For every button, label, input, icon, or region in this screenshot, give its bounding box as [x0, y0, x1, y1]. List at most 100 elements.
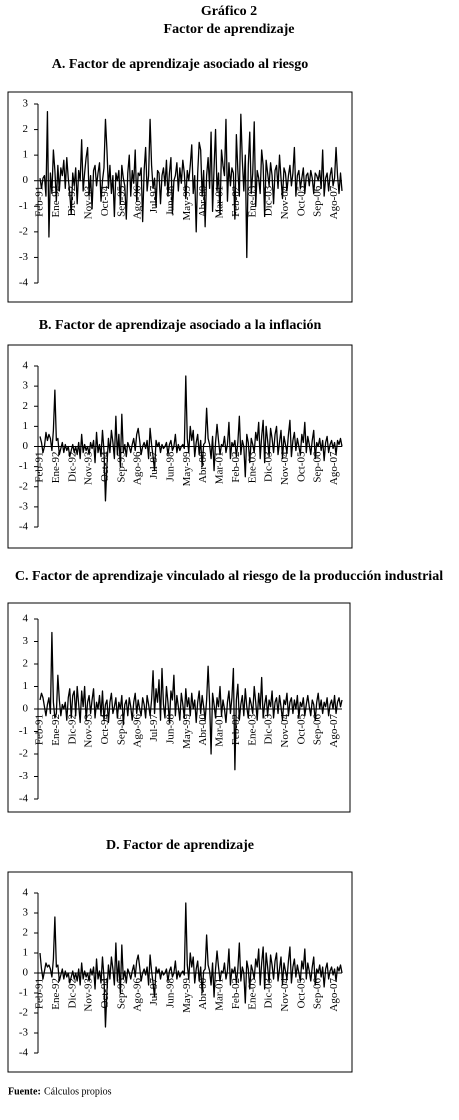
chart-frame	[7, 602, 351, 813]
series-line	[39, 375, 343, 502]
y-tick-label: 3	[23, 907, 29, 919]
y-tick-label: 4	[23, 613, 29, 625]
x-tick-label: Ene-92	[50, 452, 62, 484]
series-line	[39, 902, 343, 1028]
x-tick-label: Ene-92	[50, 978, 62, 1010]
y-tick-label: -2	[19, 1007, 28, 1019]
y-tick-label: -2	[19, 225, 28, 237]
x-tick-label: Nov-93	[83, 978, 95, 1012]
y-tick-label: 1	[23, 149, 29, 161]
x-tick-label: Feb-91	[34, 978, 46, 1009]
y-tick-label: -1	[19, 987, 28, 999]
x-tick-label: Sep-95	[115, 185, 127, 217]
source-text: Cálculos propios	[44, 1086, 112, 1097]
y-tick-label: 3	[23, 98, 29, 110]
x-tick-label: Mar-01	[214, 978, 226, 1011]
y-tick-label: -4	[19, 1047, 29, 1059]
x-tick-label: Ago-96	[132, 714, 144, 748]
series-line	[39, 631, 343, 771]
x-tick-label: Dic-03	[263, 451, 275, 482]
x-tick-label: May-99	[181, 714, 193, 749]
y-tick-label: 2	[23, 927, 29, 939]
y-tick-label: -2	[19, 480, 28, 492]
y-tick-label: -1	[19, 460, 28, 472]
chart-title: D. Factor de aprendizaje	[106, 838, 254, 853]
figure-label: Gráfico 2	[201, 4, 257, 19]
x-tick-label: Dic-92	[66, 978, 78, 1009]
y-tick-label: 0	[23, 967, 29, 979]
y-tick-label: -4	[19, 521, 29, 533]
y-tick-label: -1	[19, 725, 28, 737]
y-tick-label: 3	[23, 380, 29, 392]
x-tick-label: Nov-93	[83, 451, 95, 485]
y-tick-label: 2	[23, 658, 29, 670]
y-tick-label: 4	[23, 887, 29, 899]
x-tick-label: Jul-97	[148, 714, 160, 742]
x-tick-label: Ago-96	[132, 451, 144, 485]
x-tick-label: Jun-98	[164, 451, 176, 481]
x-tick-label: Dic-03	[263, 978, 275, 1009]
x-tick-label: Ago-07	[328, 978, 340, 1012]
x-tick-label: Sep-95	[115, 714, 127, 746]
x-tick-label: Jun-98	[164, 714, 176, 744]
chart-frame	[7, 344, 353, 549]
x-tick-label: Mar-01	[214, 452, 226, 485]
x-tick-label: Feb-02	[230, 978, 242, 1009]
chart-title: C. Factor de aprendizaje vinculado al ri…	[15, 569, 443, 584]
y-tick-label: 1	[23, 420, 29, 432]
x-tick-label: Nov-93	[83, 714, 95, 748]
x-tick-label: Dic-92	[66, 452, 78, 483]
y-tick-label: 0	[23, 174, 29, 186]
x-tick-label: Ago-07	[328, 185, 340, 219]
x-tick-label: Oct-05	[295, 451, 307, 482]
x-tick-label: Nov-04	[279, 185, 291, 219]
x-tick-label: Jul-97	[148, 185, 160, 213]
y-tick-label: 2	[23, 400, 29, 412]
chart-frame	[7, 871, 353, 1073]
chart-title: B. Factor de aprendizaje asociado a la i…	[39, 318, 322, 333]
y-tick-label: -2	[19, 748, 28, 760]
y-tick-label: -3	[19, 1027, 29, 1039]
x-tick-label: Abr-00	[197, 451, 209, 483]
y-tick-label: 0	[23, 440, 29, 452]
x-tick-label: Feb-02	[230, 452, 242, 483]
source-label: Fuente:	[8, 1086, 41, 1097]
x-tick-label: Sep-06	[312, 451, 324, 483]
x-tick-label: Nov-04	[279, 714, 291, 748]
y-tick-label: 4	[23, 360, 29, 372]
x-tick-label: Sep-95	[115, 978, 127, 1010]
x-tick-label: Ago-96	[132, 185, 144, 219]
x-tick-label: Dic-92	[66, 714, 78, 745]
y-tick-label: -3	[19, 500, 29, 512]
x-tick-label: Oct-05	[295, 978, 307, 1009]
x-tick-label: Abr-00	[197, 185, 209, 217]
x-tick-label: May-99	[181, 978, 193, 1013]
chart-title: A. Factor de aprendizaje asociado al rie…	[52, 57, 309, 72]
x-tick-label: Oct-05	[295, 714, 307, 745]
x-tick-label: Ene-92	[50, 714, 62, 746]
x-tick-label: Sep-95	[115, 451, 127, 483]
y-tick-label: 1	[23, 947, 29, 959]
x-tick-label: Dic-03	[263, 714, 275, 745]
chart-frame	[7, 91, 353, 303]
x-tick-label: Jun-98	[164, 185, 176, 215]
y-tick-label: -1	[19, 200, 28, 212]
x-tick-label: Ene-03	[246, 714, 258, 746]
y-tick-label: 2	[23, 123, 29, 135]
x-tick-label: Sep-06	[312, 185, 324, 217]
x-tick-label: Feb-91	[34, 714, 46, 745]
x-tick-label: Nov-04	[279, 978, 291, 1012]
y-tick-label: 1	[23, 680, 29, 692]
x-tick-label: Sep-06	[312, 714, 324, 746]
x-tick-label: Ago-07	[328, 451, 340, 485]
x-tick-label: Abr-00	[197, 714, 209, 746]
y-tick-label: -4	[19, 793, 29, 805]
x-tick-label: Feb-91	[34, 452, 46, 483]
x-tick-label: Sep-06	[312, 978, 324, 1010]
x-tick-label: Jun-98	[164, 978, 176, 1008]
x-tick-label: Ago-07	[328, 714, 340, 748]
x-tick-label: May-99	[181, 185, 193, 220]
x-tick-label: Nov-04	[279, 451, 291, 485]
y-tick-label: 0	[23, 703, 29, 715]
